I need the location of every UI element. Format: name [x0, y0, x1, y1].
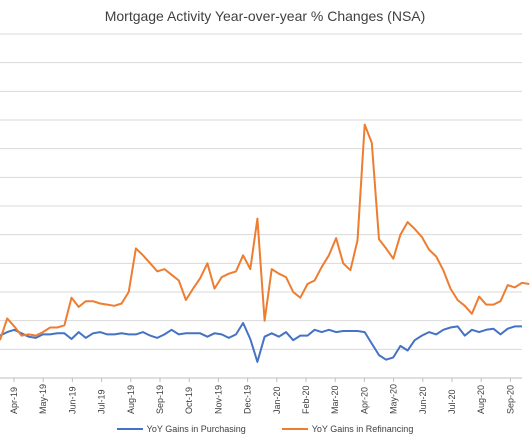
- x-tick-label: Aug-19: [126, 385, 136, 414]
- x-tick-labels: Apr-19 May-19 Jun-19 Jul-19 Aug-19 Sep-19 Oct-…: [9, 384, 515, 414]
- legend: YoY Gains in Purchasing YoY Gains in Ref…: [0, 424, 530, 434]
- gridlines: [0, 33, 522, 379]
- x-tick-label: Sep-20: [505, 385, 515, 414]
- legend-swatch-purchasing: [116, 428, 143, 430]
- legend-item-purchasing: YoY Gains in Purchasing: [116, 424, 246, 434]
- series-lines: [0, 123, 530, 363]
- legend-item-refinancing: YoY Gains in Refinancing: [281, 424, 414, 434]
- x-tick-label: Jul-20: [447, 389, 457, 414]
- x-tick-label: May-19: [38, 384, 48, 414]
- legend-label-purchasing: YoY Gains in Purchasing: [146, 424, 246, 434]
- legend-swatch-refinancing: [281, 428, 308, 430]
- x-tick-label: Nov-19: [213, 385, 223, 414]
- x-tick-label: May-20: [389, 384, 399, 414]
- x-tick-label: Jul-19: [97, 389, 107, 414]
- x-axis: [0, 377, 522, 382]
- x-tick-label: Apr-20: [359, 387, 369, 414]
- x-tick-label: Jun-19: [67, 386, 77, 414]
- x-tick-label: Mar-20: [330, 385, 340, 414]
- legend-label-refinancing: YoY Gains in Refinancing: [311, 424, 414, 434]
- x-tick-label: Aug-20: [476, 385, 486, 414]
- x-tick-label: Jan-20: [272, 386, 282, 414]
- x-tick-label: Sep-19: [155, 385, 165, 414]
- series-line-purchasing: [0, 322, 522, 363]
- x-tick-label: Apr-19: [9, 387, 19, 414]
- chart-title: Mortgage Activity Year-over-year % Chang…: [104, 8, 426, 24]
- x-tick-label: Oct-19: [184, 387, 194, 414]
- x-tick-label: Feb-20: [301, 385, 311, 414]
- x-tick-label: Dec-19: [243, 385, 253, 414]
- series-line-refinancing: [0, 123, 530, 341]
- line-chart: Apr-19 May-19 Jun-19 Jul-19 Aug-19 Sep-19 Oct-…: [0, 33, 530, 414]
- x-tick-label: Jun-20: [418, 386, 428, 414]
